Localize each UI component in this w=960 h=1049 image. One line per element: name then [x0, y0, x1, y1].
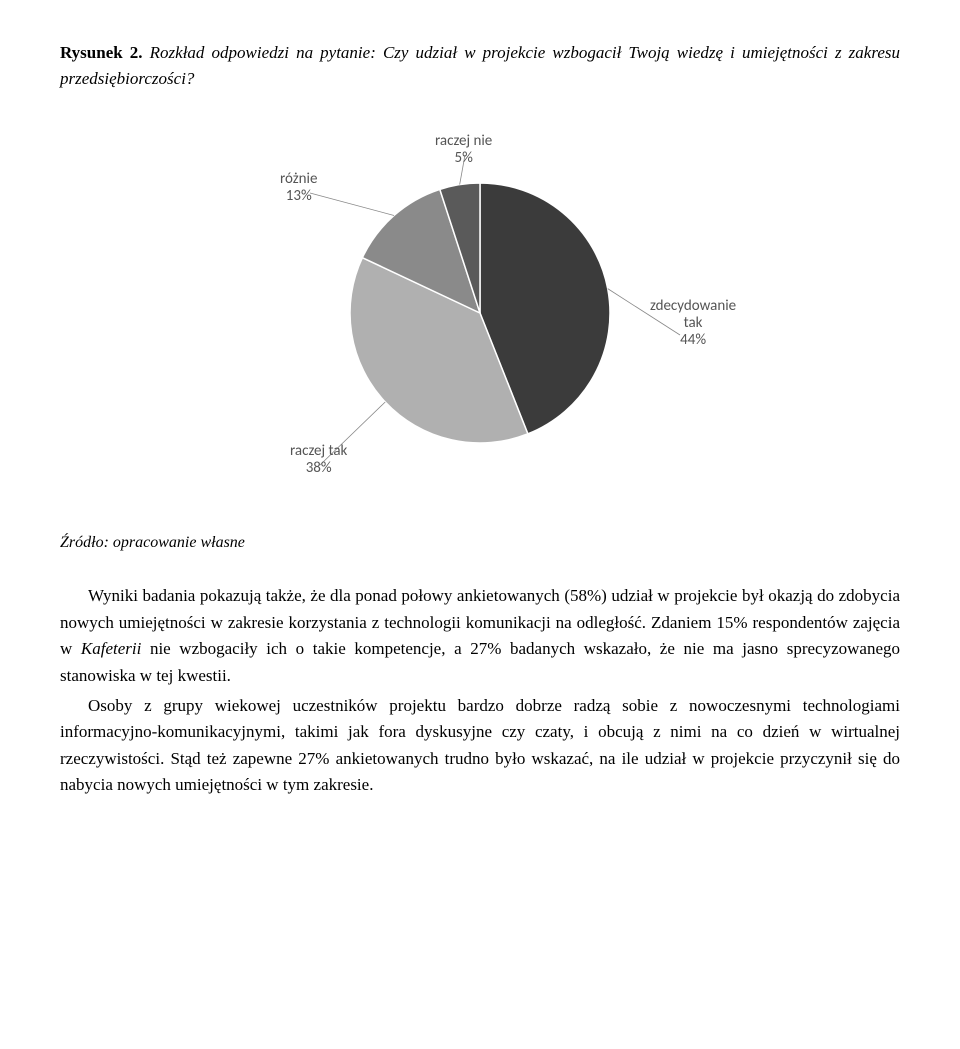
paragraph: Wyniki badania pokazują także, że dla po… [60, 583, 900, 688]
paragraph: Osoby z grupy wiekowej uczestników proje… [60, 693, 900, 798]
pie-chart: zdecydowanietak44% raczej tak38% różnie13%… [200, 123, 760, 503]
pie-slice-label: różnie13% [280, 171, 317, 206]
italic-term: Kafeterii [81, 639, 141, 658]
figure-title: Rozkład odpowiedzi na pytanie: Czy udzia… [60, 43, 900, 88]
pie-slice-label: raczej tak38% [290, 443, 347, 478]
figure-label: Rysunek 2. [60, 43, 143, 62]
body-text: Wyniki badania pokazują także, że dla po… [60, 583, 900, 798]
figure-source: Źródło: opracowanie własne [60, 531, 900, 556]
figure-caption: Rysunek 2. Rozkład odpowiedzi na pytanie… [60, 40, 900, 93]
pie-slice-label: raczej nie5% [435, 133, 492, 168]
pie-leader-line [310, 193, 394, 215]
pie-slice-label: zdecydowanietak44% [650, 298, 736, 350]
